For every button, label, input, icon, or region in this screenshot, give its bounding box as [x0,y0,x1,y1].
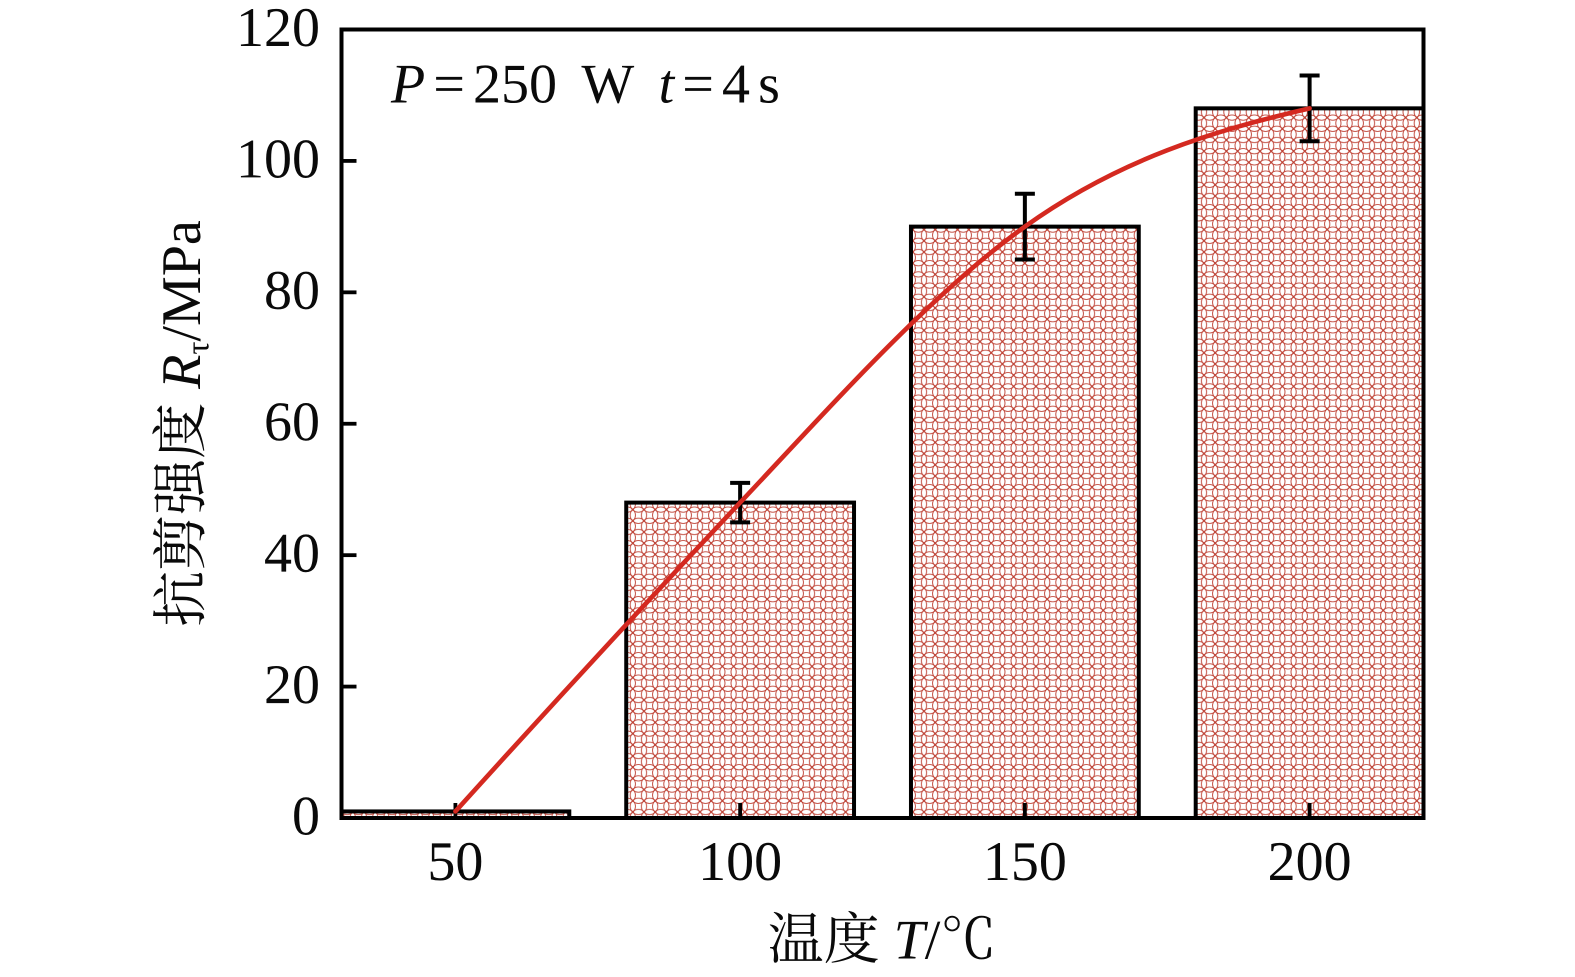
labels-layer [152,8,1350,964]
bar-150 [908,224,1141,820]
x-axis-title [769,910,992,964]
trend-curve [453,106,1312,814]
y-tick-label-40 [265,534,318,573]
bar-200 [1193,106,1426,821]
trend-curve-layer [453,106,1312,814]
annotation [390,65,778,104]
y-tick-label-60 [266,403,318,441]
x-tick-label-100 [703,842,780,881]
y-tick-label-0 [294,797,318,836]
y-tick-label-20 [266,665,318,704]
axes-frame-layer [339,27,1426,820]
y-tick-label-80 [266,271,318,310]
bars-layer [339,106,1426,821]
y-tick-label-100 [240,140,318,178]
x-tick-label-50 [430,842,482,881]
y-axis-title [152,220,209,625]
y-tick-label-120 [240,8,318,47]
x-tick-label-200 [1270,842,1350,881]
x-tick-label-150 [987,842,1065,881]
bar-100 [624,500,857,820]
